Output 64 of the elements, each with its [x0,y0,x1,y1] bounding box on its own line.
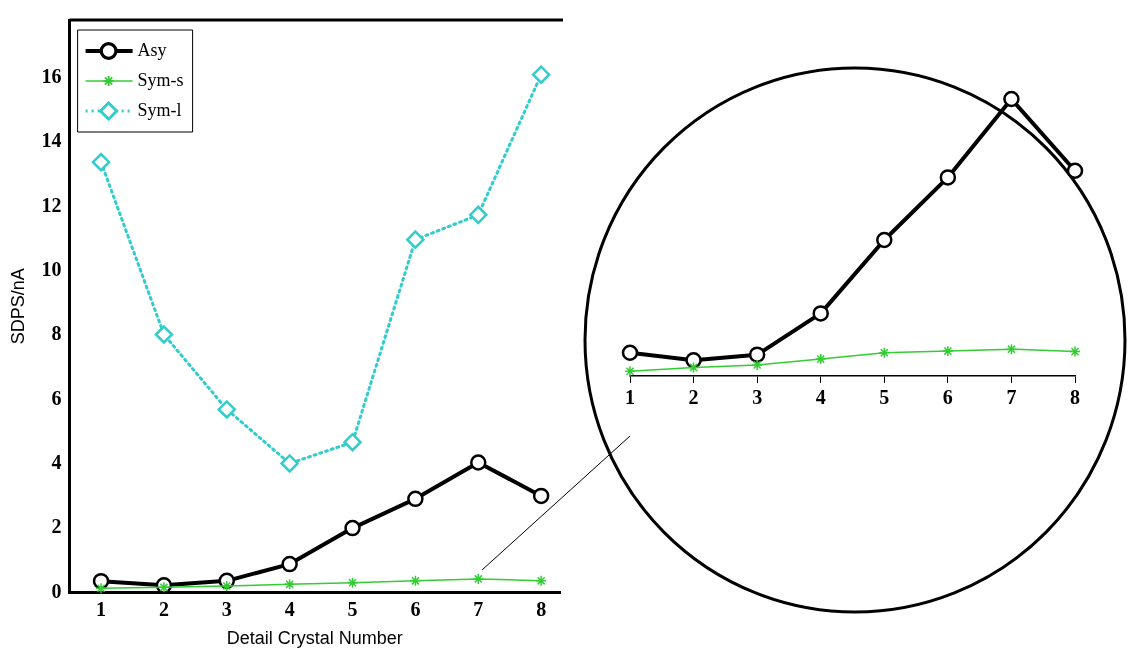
y-tick-label: 14 [41,129,62,152]
y-axis-title: SDPS/nA [7,268,28,345]
point [878,346,891,359]
point [343,432,362,452]
point [535,575,547,587]
point [1003,90,1020,108]
y-tick-label: 0 [51,579,62,602]
x-tick-label: 7 [473,597,484,620]
point [748,346,766,363]
point [687,361,700,374]
x-tick-label: 4 [284,597,295,620]
point [407,490,424,508]
point [531,65,551,84]
y-tick-label: 16 [41,65,62,88]
x-tick-label: 2 [158,597,169,620]
point [154,325,174,344]
point [1005,343,1018,355]
point [814,353,827,365]
x-tick-label: 2 [688,386,699,409]
point [409,575,422,587]
x-tick-label: 7 [1006,386,1017,409]
x-axis-title: Detail Crystal Number [226,628,403,649]
x-tick-label: 3 [752,386,763,409]
x-tick-label: 3 [221,597,232,620]
point [470,454,487,471]
point [344,519,361,537]
point [812,305,829,322]
y-tick-label: 2 [51,515,62,538]
point [1069,345,1081,358]
point [346,577,359,589]
point [95,582,107,594]
legend-label: Asy [137,39,167,60]
x-tick-label: 6 [410,597,421,620]
point [469,205,488,225]
x-tick-label: 5 [879,386,890,409]
point [939,169,957,186]
x-tick-label: 1 [96,597,107,620]
legend-label: Sym-s [137,69,184,90]
x-tick-label: 8 [536,597,547,620]
point [283,578,296,591]
point [751,359,763,371]
point [532,487,550,505]
x-tick-label: 5 [347,597,358,620]
point [406,230,425,249]
point [876,231,893,249]
point [91,152,111,172]
point [217,400,237,419]
point [281,555,298,573]
y-tick-label: 12 [41,193,62,216]
point [942,345,954,357]
point [158,581,170,594]
point [624,365,636,378]
point [1066,162,1084,179]
x-tick-label: 4 [815,386,826,409]
x-tick-label: 8 [1070,386,1080,409]
y-tick-label: 8 [51,322,62,345]
y-tick-label: 10 [41,258,62,280]
x-tick-label: 1 [625,386,635,409]
point [280,454,299,473]
point [472,573,485,585]
x-tick-label: 6 [942,386,953,409]
point [621,344,639,361]
legend-label: Sym-l [137,99,182,120]
y-tick-label: 4 [51,450,62,473]
